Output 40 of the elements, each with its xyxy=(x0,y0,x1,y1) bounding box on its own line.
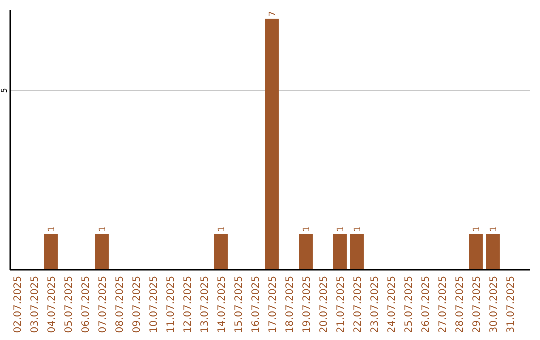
x-tick-label: 02.07.2025 xyxy=(13,276,24,334)
x-tick-label: 18.07.2025 xyxy=(285,276,296,334)
x-tick-label: 23.07.2025 xyxy=(370,276,381,334)
x-tick-label: 11.07.2025 xyxy=(166,276,177,334)
data-label: 1 xyxy=(302,226,312,232)
x-tick-label: 20.07.2025 xyxy=(319,276,330,334)
x-tick-label: 29.07.2025 xyxy=(472,276,483,334)
x-tick-label: 31.07.2025 xyxy=(506,276,517,334)
x-tick-label: 15.07.2025 xyxy=(234,276,245,334)
data-label: 1 xyxy=(48,226,58,232)
data-label: 1 xyxy=(218,226,228,232)
y-tick-label: 5 xyxy=(0,88,9,94)
x-tick-label: 08.07.2025 xyxy=(115,276,126,334)
x-tick-label: 17.07.2025 xyxy=(268,276,279,334)
x-tick-label: 07.07.2025 xyxy=(98,276,109,334)
data-label: 1 xyxy=(354,226,364,232)
data-label: 1 xyxy=(98,226,108,232)
x-tick-label: 21.07.2025 xyxy=(336,276,347,334)
x-tick-label: 10.07.2025 xyxy=(149,276,160,334)
data-label: 7 xyxy=(268,11,278,17)
x-tick-label: 09.07.2025 xyxy=(132,276,143,334)
x-tick-label: 04.07.2025 xyxy=(47,276,58,334)
x-tick-label: 26.07.2025 xyxy=(421,276,432,334)
x-tick-label: 27.07.2025 xyxy=(438,276,449,334)
x-tick-label: 12.07.2025 xyxy=(183,276,194,334)
x-tick-label: 06.07.2025 xyxy=(81,276,92,334)
x-tick-label: 13.07.2025 xyxy=(200,276,211,334)
data-label: 1 xyxy=(490,226,500,232)
data-label: 1 xyxy=(472,226,482,232)
x-tick-label: 05.07.2025 xyxy=(64,276,75,334)
x-tick-label: 30.07.2025 xyxy=(489,276,500,334)
x-tick-label: 14.07.2025 xyxy=(217,276,228,334)
x-tick-label: 19.07.2025 xyxy=(302,276,313,334)
x-tick-label: 25.07.2025 xyxy=(404,276,415,334)
x-tick-label: 03.07.2025 xyxy=(30,276,41,334)
x-tick-label: 22.07.2025 xyxy=(353,276,364,334)
x-tick-label: 16.07.2025 xyxy=(251,276,262,334)
data-label: 1 xyxy=(336,226,346,232)
x-tick-label: 24.07.2025 xyxy=(387,276,398,334)
x-tick-label: 28.07.2025 xyxy=(455,276,466,334)
